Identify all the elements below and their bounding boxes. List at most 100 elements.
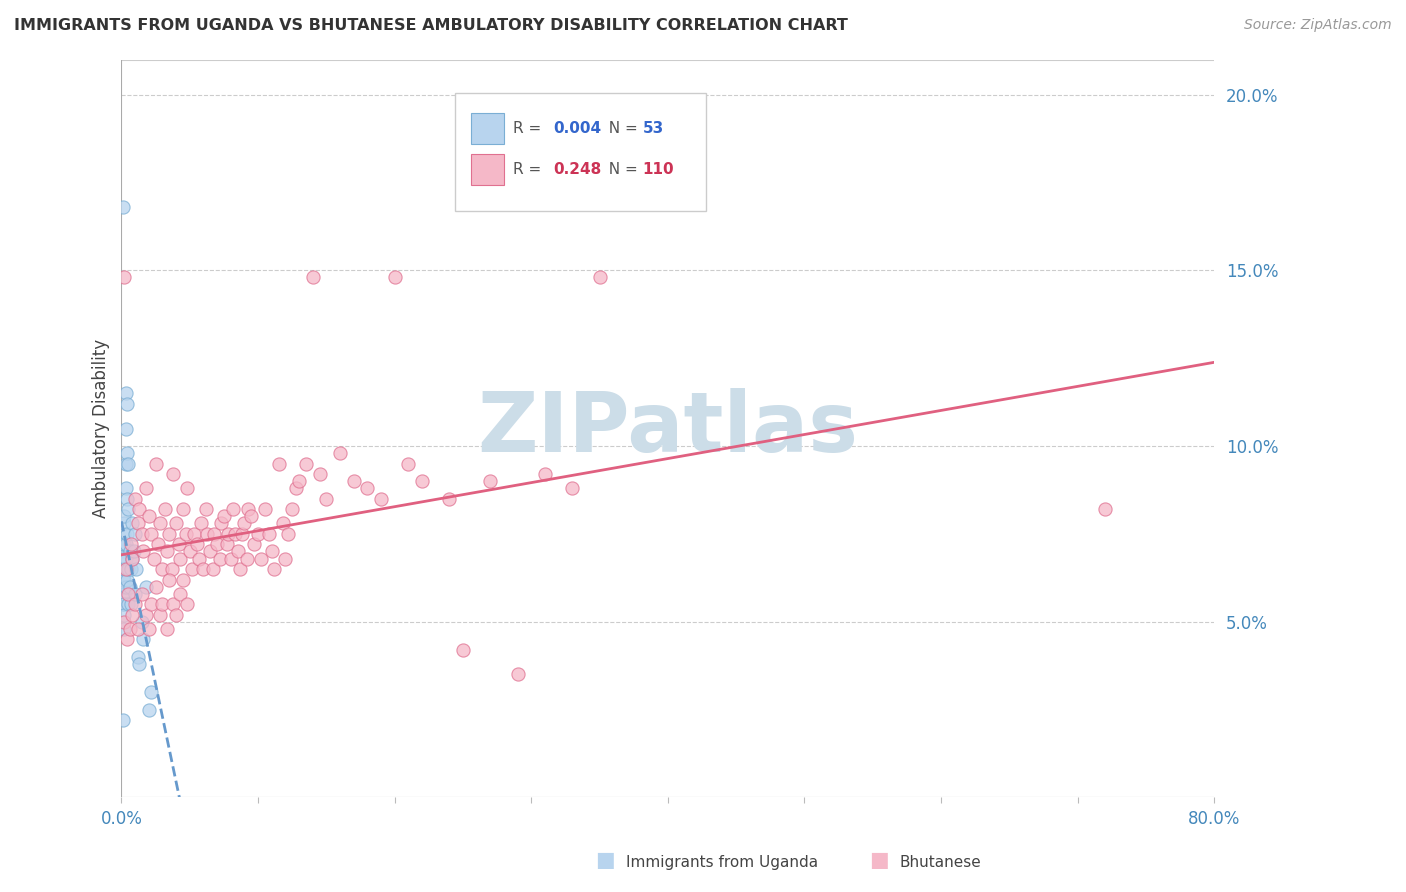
Point — [135, 580, 157, 594]
Text: ■: ■ — [595, 850, 614, 870]
Point — [141, 597, 163, 611]
Point — [131, 527, 153, 541]
Point — [193, 562, 215, 576]
Point — [111, 587, 134, 601]
Point — [120, 537, 142, 551]
Point — [121, 551, 143, 566]
Point — [288, 474, 311, 488]
Point — [155, 622, 177, 636]
Point — [135, 481, 157, 495]
Point — [329, 446, 352, 460]
Point — [149, 607, 172, 622]
Point — [111, 597, 134, 611]
Point — [212, 509, 235, 524]
Point — [122, 544, 145, 558]
Point — [162, 597, 184, 611]
Point — [188, 551, 211, 566]
Point — [451, 643, 474, 657]
Point — [111, 551, 134, 566]
Point — [138, 703, 160, 717]
Point — [249, 551, 271, 566]
Point — [222, 502, 245, 516]
Point — [253, 502, 276, 516]
Point — [112, 597, 135, 611]
Point — [217, 527, 239, 541]
Point — [111, 544, 134, 558]
Point — [209, 516, 232, 531]
Point — [155, 544, 177, 558]
Point — [117, 587, 139, 601]
Point — [114, 562, 136, 576]
Point — [115, 573, 138, 587]
Point — [117, 502, 139, 516]
Point — [118, 544, 141, 558]
Point — [157, 573, 180, 587]
Text: ■: ■ — [869, 850, 889, 870]
Point — [112, 270, 135, 285]
Point — [172, 502, 194, 516]
Point — [236, 551, 259, 566]
Point — [114, 421, 136, 435]
Point — [160, 562, 183, 576]
Point — [114, 386, 136, 401]
Point — [121, 551, 143, 566]
Point — [131, 615, 153, 629]
Point — [115, 527, 138, 541]
Point — [195, 502, 218, 516]
Point — [132, 544, 155, 558]
Point — [112, 509, 135, 524]
Point — [174, 527, 197, 541]
Point — [112, 587, 135, 601]
Point — [132, 632, 155, 647]
Point — [439, 491, 461, 506]
Point — [384, 270, 406, 285]
Point — [308, 467, 330, 482]
Point — [411, 474, 433, 488]
Point — [202, 527, 225, 541]
Point — [534, 467, 557, 482]
Point — [167, 537, 190, 551]
Point — [114, 580, 136, 594]
Text: N =: N = — [599, 120, 643, 136]
Point — [128, 502, 150, 516]
Point — [114, 457, 136, 471]
FancyBboxPatch shape — [471, 113, 503, 145]
Point — [370, 491, 392, 506]
Point — [117, 562, 139, 576]
Point — [124, 527, 146, 541]
Point — [224, 527, 246, 541]
Text: Bhutanese: Bhutanese — [900, 855, 981, 870]
Point — [165, 607, 187, 622]
Point — [183, 527, 205, 541]
Point — [145, 457, 167, 471]
Point — [124, 597, 146, 611]
Point — [267, 457, 290, 471]
Point — [127, 622, 149, 636]
Point — [260, 544, 283, 558]
Point — [229, 562, 252, 576]
Point — [148, 537, 170, 551]
Point — [356, 481, 378, 495]
Text: Source: ZipAtlas.com: Source: ZipAtlas.com — [1244, 18, 1392, 32]
Point — [141, 685, 163, 699]
Point — [138, 509, 160, 524]
Point — [1094, 502, 1116, 516]
Point — [115, 446, 138, 460]
Point — [281, 502, 304, 516]
Point — [128, 657, 150, 671]
Point — [127, 516, 149, 531]
Point — [112, 516, 135, 531]
Point — [181, 562, 204, 576]
Point — [131, 587, 153, 601]
Point — [152, 597, 174, 611]
Text: 110: 110 — [643, 162, 675, 177]
Text: 0.248: 0.248 — [553, 162, 602, 177]
Point — [215, 537, 238, 551]
Point — [240, 509, 263, 524]
Point — [271, 516, 294, 531]
Point — [111, 562, 134, 576]
Point — [111, 200, 134, 214]
Point — [172, 573, 194, 587]
Point — [169, 587, 191, 601]
Point — [112, 622, 135, 636]
